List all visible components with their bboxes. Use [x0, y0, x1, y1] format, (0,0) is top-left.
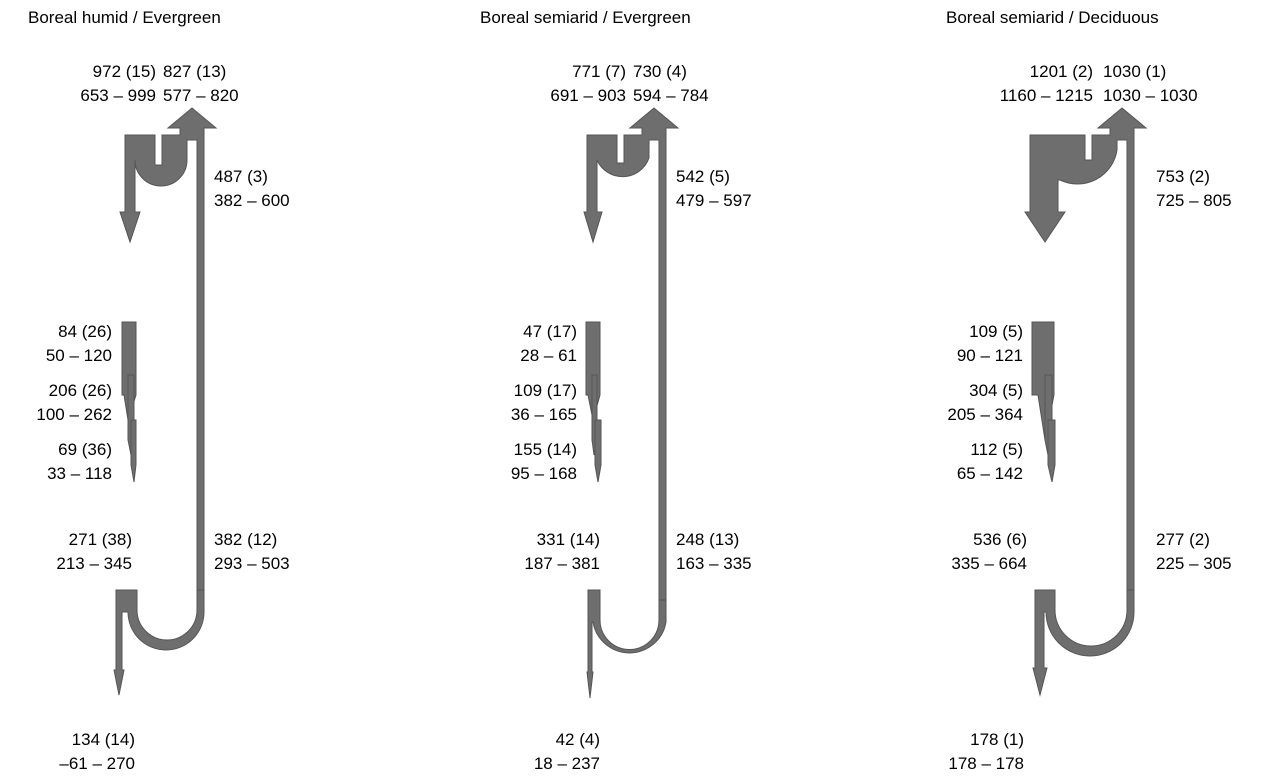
panel-1-mid-label-1: 84 (26) 50 – 120 — [45, 322, 112, 365]
panel-2-upper-right-label: 542 (5) 479 – 597 — [676, 167, 752, 210]
panel-2-mid-label-2: 109 (17) 36 – 165 — [510, 381, 577, 424]
panel-2-litter-arrow-3 — [594, 419, 602, 483]
panel-3-litter-arrow-3 — [1047, 419, 1056, 483]
panel-1-title: Boreal humid / Evergreen — [28, 8, 221, 27]
panel-1-top-left-label: 972 (15) 653 – 999 — [80, 62, 156, 105]
panel-1-mid-label-2: 206 (26) 100 – 262 — [36, 381, 112, 424]
panel-3-bottom-label: 178 (1) 178 – 178 — [948, 730, 1024, 773]
panel-1-bottom-flux-arrow — [113, 589, 205, 696]
panel-3-lower-right-label: 277 (2) 225 – 305 — [1156, 530, 1232, 573]
panel-3-mid-label-3: 112 (5) 65 – 142 — [956, 440, 1023, 483]
panel-1-lower-left-label: 271 (38) 213 – 345 — [56, 530, 132, 573]
panel-3-top-flux-arrow — [1024, 107, 1148, 591]
panel-3-arrows — [1024, 107, 1148, 697]
panel-2-arrows — [583, 107, 680, 699]
panel-1-upper-right-label: 487 (3) 382 – 600 — [214, 167, 290, 210]
panel-1-litter-arrow-3 — [130, 419, 137, 483]
panel-1-lower-right-label: 382 (12) 293 – 503 — [214, 530, 290, 573]
panel-1-mid-label-3: 69 (36) 33 – 118 — [47, 440, 112, 483]
panel-3-top-left-label: 1201 (2) 1160 – 1215 — [999, 62, 1093, 105]
panel-2-bottom-label: 42 (4) 18 – 237 — [533, 730, 600, 773]
panel-3-upper-right-label: 753 (2) 725 – 805 — [1156, 167, 1232, 210]
panel-3-mid-label-2: 304 (5) 205 – 364 — [947, 381, 1023, 424]
panel-1-top-flux-arrow — [119, 107, 218, 591]
panel-2-title: Boreal semiarid / Evergreen — [480, 8, 691, 27]
panel-3-bottom-flux-arrow — [1032, 589, 1135, 697]
panel-2-lower-left-label: 331 (14) 187 – 381 — [524, 530, 600, 573]
panel-2-lower-right-label: 248 (13) 163 – 335 — [676, 530, 752, 573]
panel-2-mid-label-3: 155 (14) 95 – 168 — [510, 440, 577, 483]
panel-1-bottom-label: 134 (14) –61 – 270 — [59, 730, 135, 773]
panel-2-top-left-label: 771 (7) 691 – 903 — [550, 62, 626, 105]
panel-2-mid-label-1: 47 (17) 28 – 61 — [520, 322, 577, 365]
panel-2-bottom-flux-arrow — [586, 589, 667, 699]
panel-1-arrows — [113, 107, 218, 696]
panel-2-top-right-label: 730 (4) 594 – 784 — [633, 62, 709, 105]
panel-3-mid-label-1: 109 (5) 90 – 121 — [956, 322, 1023, 365]
panel-3-top-right-label: 1030 (1) 1030 – 1030 — [1103, 62, 1198, 105]
panel-1-top-right-label: 827 (13) 577 – 820 — [163, 62, 239, 105]
panel-3-title: Boreal semiarid / Deciduous — [946, 8, 1159, 27]
panel-2-top-flux-arrow — [583, 107, 680, 601]
panel-3-lower-left-label: 536 (6) 335 – 664 — [951, 530, 1027, 573]
